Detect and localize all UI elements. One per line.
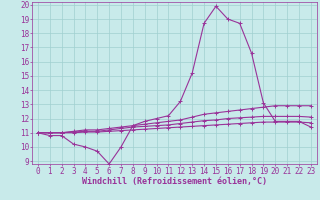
X-axis label: Windchill (Refroidissement éolien,°C): Windchill (Refroidissement éolien,°C): [82, 177, 267, 186]
